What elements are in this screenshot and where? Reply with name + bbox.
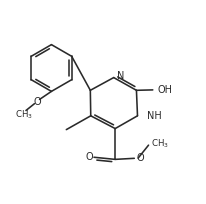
Text: O: O xyxy=(33,96,41,106)
Text: CH$_3$: CH$_3$ xyxy=(151,137,168,150)
Text: O: O xyxy=(85,152,93,162)
Text: N: N xyxy=(116,71,124,81)
Text: NH: NH xyxy=(146,111,161,121)
Text: O: O xyxy=(136,153,143,163)
Text: CH$_3$: CH$_3$ xyxy=(15,108,33,121)
Text: OH: OH xyxy=(156,85,171,95)
